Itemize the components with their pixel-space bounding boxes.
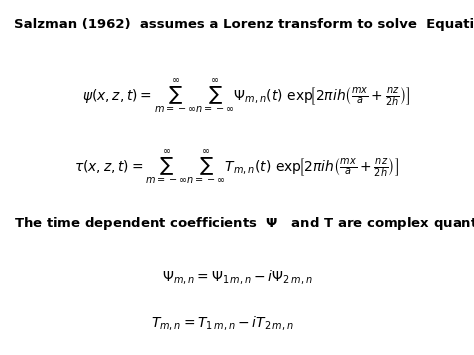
Text: $\Psi_{m,n} = \Psi_{1\,m,n} - i\Psi_{2\,m,n}$: $\Psi_{m,n} = \Psi_{1\,m,n} - i\Psi_{2\,… xyxy=(162,268,312,286)
Text: $\psi(x,z,t) = \sum_{m=-\infty}^{\infty} \sum_{n=-\infty}^{\infty} \Psi_{m,n}(t): $\psi(x,z,t) = \sum_{m=-\infty}^{\infty}… xyxy=(82,77,411,115)
Text: Salzman (1962)  assumes a Lorenz transform to solve  Equations 4 and 5.: Salzman (1962) assumes a Lorenz transfor… xyxy=(14,18,474,31)
Text: $T_{m,n} = T_{1\,m,n} - iT_{2\,m,n}$: $T_{m,n} = T_{1\,m,n} - iT_{2\,m,n}$ xyxy=(151,314,294,332)
Text: $\tau(x,z,t) = \sum_{m=-\infty}^{\infty} \sum_{n=-\infty}^{\infty} T_{m,n}(t)\ \: $\tau(x,z,t) = \sum_{m=-\infty}^{\infty}… xyxy=(74,148,400,186)
Text: The time dependent coefficients  $\mathbf{\Psi}$   and T are complex quantities: The time dependent coefficients $\mathbf… xyxy=(14,215,474,232)
